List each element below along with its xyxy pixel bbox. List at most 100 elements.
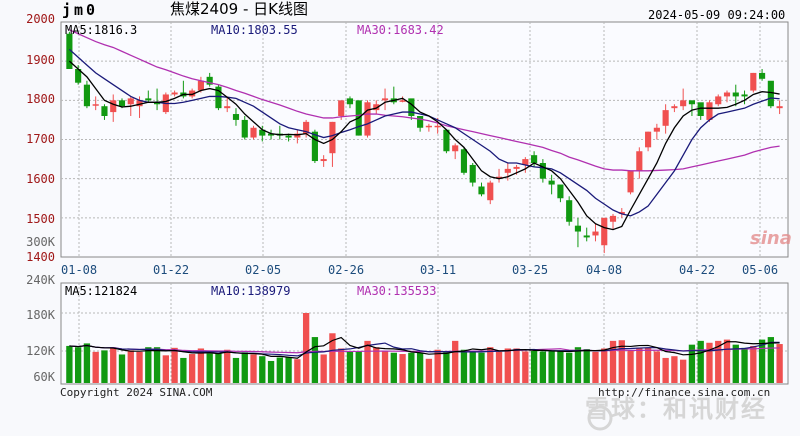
- candle-body: [688, 100, 696, 105]
- candle-body: [417, 116, 424, 128]
- volume-bar: [425, 358, 433, 383]
- volume-ma5-line: [69, 336, 780, 359]
- sina-logo: sina: [750, 228, 792, 249]
- volume-bar: [364, 340, 371, 383]
- y-tick-1800: 1800: [26, 92, 55, 106]
- volume-ma5-label: MA5:121824: [65, 284, 138, 298]
- volume-bar: [443, 352, 450, 383]
- candle-body: [346, 98, 354, 105]
- volume-bar: [767, 337, 775, 383]
- candle-body: [83, 84, 90, 107]
- volume-bar: [741, 347, 748, 383]
- candle-body: [381, 98, 389, 101]
- candle-body: [443, 129, 450, 152]
- symbol-label: jm0: [62, 1, 99, 19]
- candle-body: [232, 114, 240, 120]
- volume-bar: [355, 351, 362, 383]
- candle-body: [671, 106, 678, 109]
- candle-body: [127, 98, 134, 105]
- volume-bar: [688, 344, 696, 383]
- candle-body: [267, 133, 275, 136]
- candle-body: [408, 98, 415, 116]
- volume-bar: [680, 359, 687, 383]
- candle-body: [460, 149, 468, 173]
- candle-body: [776, 106, 783, 109]
- volume-bar: [460, 349, 468, 383]
- candle-body: [153, 102, 161, 105]
- volume-bar: [346, 351, 354, 383]
- volume-bar: [267, 360, 275, 383]
- x-tick-0422: 04-22: [679, 263, 716, 277]
- candle-body: [715, 96, 722, 105]
- candle-body: [723, 92, 731, 97]
- volume-bar: [758, 339, 766, 383]
- x-tick-0226: 02-26: [328, 263, 365, 277]
- volume-ma10-label: MA10:138979: [211, 284, 291, 298]
- volume-bar: [478, 352, 485, 383]
- volume-tick-120k: 120K: [26, 344, 55, 358]
- volume-tick-240k: 240K: [26, 273, 55, 287]
- candle-body: [618, 211, 625, 214]
- candle-body: [136, 100, 143, 107]
- candle-body: [548, 180, 555, 185]
- volume-bar: [513, 348, 520, 383]
- volume-tick-180k: 180K: [26, 308, 55, 322]
- candle-body: [759, 72, 766, 79]
- volume-bar: [557, 351, 564, 383]
- volume-bar: [338, 348, 345, 383]
- volume-bar: [671, 356, 678, 383]
- volume-bar: [636, 347, 643, 383]
- candle-body: [434, 125, 441, 128]
- volume-bar: [285, 357, 292, 383]
- candle-body: [101, 106, 108, 116]
- candle-body: [469, 164, 476, 183]
- x-tick-0205: 02-05: [245, 263, 282, 277]
- volume-bar: [373, 347, 380, 383]
- candle-body: [645, 131, 652, 148]
- candle-body: [303, 121, 310, 134]
- volume-bar: [153, 347, 161, 383]
- timestamp: 2024-05-09 09:24:00: [648, 8, 786, 22]
- candle-body: [531, 155, 538, 163]
- volume-ma30-label: MA30:135533: [357, 284, 437, 298]
- volume-bar: [302, 313, 310, 383]
- volume-bar: [495, 351, 503, 383]
- volume-bar: [259, 356, 266, 383]
- volume-bar: [583, 349, 590, 383]
- candle-body: [171, 92, 178, 95]
- volume-bar: [83, 343, 91, 383]
- volume-bar: [776, 344, 783, 383]
- candle-body: [566, 200, 573, 222]
- volume-bar: [276, 357, 283, 383]
- candle-body: [741, 94, 748, 97]
- y-tick-1600: 1600: [26, 172, 55, 186]
- volume-bar: [180, 357, 187, 383]
- volume-bar: [241, 352, 248, 383]
- y-tick-1500: 1500: [26, 212, 55, 226]
- volume-bar: [697, 340, 704, 383]
- watermark-text: 雪球：和讯财经: [585, 395, 767, 423]
- volume-bar: [574, 347, 582, 383]
- volume-bar: [434, 349, 441, 383]
- volume-bar: [136, 351, 143, 383]
- y-tick-2000: 2000: [26, 12, 55, 26]
- x-tick-0506: 05-06: [742, 263, 779, 277]
- volume-bar: [232, 357, 240, 383]
- volume-bar: [452, 340, 459, 383]
- candle-body: [338, 100, 345, 116]
- volume-bar: [618, 340, 625, 383]
- price-ma30-line: [69, 29, 780, 172]
- x-tick-0408: 04-08: [586, 263, 623, 277]
- candle-body: [294, 133, 301, 138]
- watermark-logo-icon: [587, 405, 613, 431]
- volume-bar: [320, 354, 327, 383]
- candle-body: [118, 100, 126, 107]
- y-tick-1900: 1900: [26, 53, 55, 67]
- candle-body: [373, 104, 380, 111]
- volume-bar: [250, 354, 257, 383]
- volume-bar: [469, 351, 476, 383]
- volume-bar: [399, 354, 406, 383]
- y-tick-1400: 1400: [26, 250, 55, 264]
- volume-bar: [408, 352, 415, 383]
